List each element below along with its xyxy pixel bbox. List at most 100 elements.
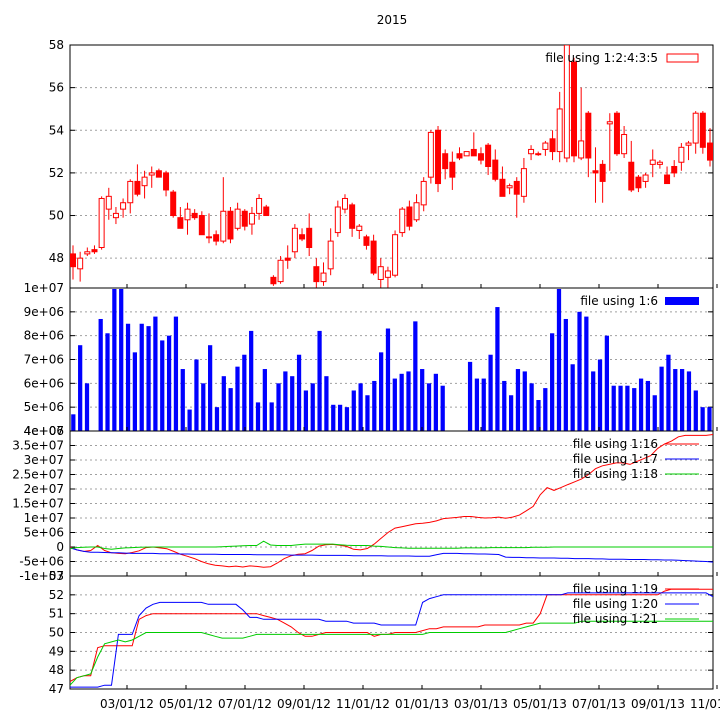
series-line	[70, 620, 713, 686]
candle-body	[306, 227, 313, 249]
volume-bar	[139, 323, 144, 431]
candle-body	[642, 174, 649, 182]
candle-body	[98, 197, 105, 248]
volume-bar	[536, 400, 541, 431]
candle-body	[299, 234, 306, 240]
volume-bar	[522, 371, 527, 431]
candle-body	[70, 253, 76, 268]
y-tick-label: 47	[49, 682, 64, 696]
volume-bar	[502, 380, 507, 431]
legend-swatch	[665, 297, 699, 305]
candle-body	[592, 170, 599, 174]
candle-body	[241, 210, 248, 227]
x-tick-label: 01/01/13	[395, 697, 449, 711]
volume-bar	[426, 383, 432, 431]
y-tick-label: 4e+07	[24, 424, 64, 438]
y-tick-label: 51	[49, 607, 64, 621]
volume-bar	[679, 369, 685, 431]
y-tick-label: 8e+06	[24, 329, 64, 343]
candle-body	[91, 249, 98, 253]
candle-body	[155, 170, 162, 178]
volume-bar	[420, 369, 425, 431]
volume-bar	[201, 383, 206, 431]
volume-bar	[262, 369, 267, 431]
candle-body	[112, 212, 119, 219]
volume-bar	[276, 383, 281, 431]
y-tick-label: 49	[49, 644, 64, 658]
x-tick-label: 03/01/12	[100, 697, 154, 711]
y-tick-label: 6e+06	[24, 376, 64, 390]
y-tick-label: 50	[49, 209, 64, 223]
candle-body	[377, 266, 384, 280]
candle-body	[384, 270, 391, 278]
candle-body	[485, 144, 492, 167]
candle-body	[635, 176, 642, 189]
legend-label: file using 1:20	[573, 597, 658, 611]
candle-body	[420, 180, 427, 206]
volume-bar	[78, 345, 83, 431]
y-tick-label: 9e+06	[24, 305, 64, 319]
candle-body	[571, 61, 578, 157]
volume-bar	[214, 407, 220, 431]
candle-body	[699, 112, 706, 148]
y-tick-label: 1e+07	[24, 511, 64, 525]
candle-body	[234, 208, 241, 229]
volume-bar	[659, 366, 664, 431]
volume-bar	[385, 328, 391, 431]
candle-body	[463, 151, 470, 157]
volume-bar	[406, 371, 411, 431]
x-tick-label: 09/01/13	[631, 697, 685, 711]
volume-bar	[119, 289, 124, 431]
volume-bar	[584, 316, 589, 431]
y-tick-label: 56	[49, 81, 64, 95]
volume-bar	[166, 335, 172, 431]
candle-body	[256, 197, 263, 214]
candle-body	[585, 112, 592, 159]
volume-bar	[392, 378, 397, 431]
candle-body	[492, 159, 499, 180]
candle-body	[427, 131, 434, 178]
candle-body	[513, 180, 520, 195]
candle-body	[656, 161, 663, 165]
volume-bar	[112, 289, 117, 431]
y-tick-label: 2e+07	[24, 482, 64, 496]
series-line	[70, 588, 713, 682]
candle-body	[692, 112, 699, 144]
volume-bar	[673, 369, 678, 431]
candle-body	[284, 257, 291, 261]
candle-body	[148, 172, 155, 176]
y-tick-label: 0	[56, 540, 64, 554]
candle-body	[628, 161, 635, 191]
volume-bar	[666, 354, 671, 431]
candle-body	[177, 217, 184, 229]
candle-body	[621, 134, 628, 155]
volume-bar	[324, 376, 329, 431]
volume-bar	[344, 407, 350, 431]
volume-bar	[125, 323, 131, 431]
volume-bar	[508, 395, 514, 431]
volume-bar	[84, 383, 90, 431]
candle-body	[413, 202, 420, 221]
candle-body	[499, 178, 506, 197]
y-tick-label: -5e+06	[19, 555, 64, 569]
candle-body	[370, 240, 377, 274]
volume-bar	[71, 414, 76, 431]
series-line	[70, 434, 713, 568]
volume-bar	[474, 378, 480, 431]
volume-bar	[379, 352, 384, 431]
volume-bar	[632, 388, 637, 431]
volume-bar	[563, 318, 568, 431]
volume-bar	[556, 289, 562, 431]
candle-body	[456, 153, 463, 159]
candle-body	[105, 195, 112, 210]
volume-bar	[194, 359, 199, 431]
panel-frame	[69, 44, 714, 289]
volume-bar	[543, 388, 548, 431]
candle-body	[406, 206, 413, 227]
candle-body	[363, 236, 370, 246]
legend-label: file using 1:19	[573, 582, 658, 596]
legend-swatch	[666, 53, 699, 63]
volume-bar	[570, 364, 575, 431]
candle-body	[449, 161, 456, 178]
candle-body	[163, 172, 170, 191]
